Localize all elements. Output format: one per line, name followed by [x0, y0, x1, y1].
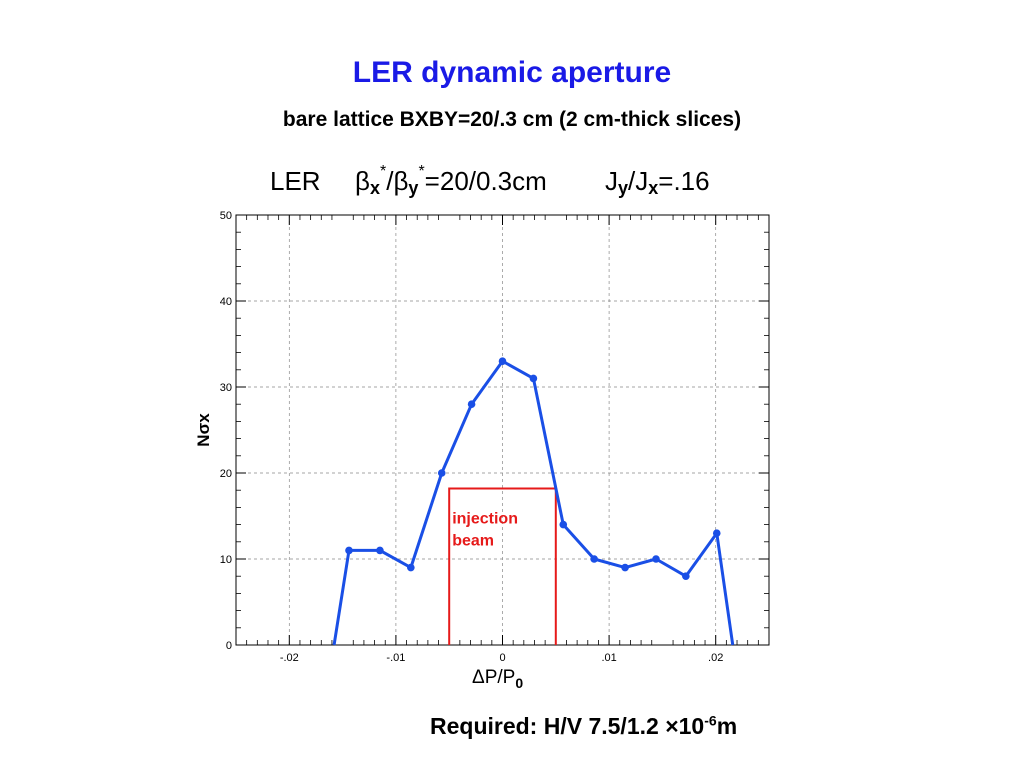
y-tick-label: 40 [220, 296, 232, 308]
x-axis-label: ΔP/P0 [472, 667, 523, 691]
x-tick-label: .01 [601, 652, 616, 664]
x-tick-label: .02 [708, 652, 723, 664]
data-point [407, 563, 415, 572]
injection-beam-label: beam [452, 532, 494, 549]
axis-ticks: 0 10 20 30 40 50 -.02 -.01 0 .01 .02 [220, 210, 769, 664]
y-tick-label: 50 [220, 210, 232, 222]
data-point [529, 374, 538, 383]
chart-title: LER βx*/βy*=20/0.3cm Jy/Jx=.16 [270, 163, 710, 198]
data-point [559, 520, 568, 529]
times-symbol: × [665, 713, 679, 739]
data-point [682, 572, 690, 580]
injection-beam-label: injection [452, 510, 518, 527]
required-aperture-note: Required: H/V 7.5/1.2 ×10-6m [430, 713, 737, 740]
injection-beam-annotation: injection beam [448, 487, 557, 645]
injection-beam-box [448, 487, 557, 645]
slide-subtitle: bare lattice BXBY=20/.3 cm (2 cm-thick s… [282, 108, 742, 131]
data-point [652, 555, 660, 563]
x-tick-label: -.01 [386, 652, 405, 664]
data-point [621, 563, 629, 572]
data-point [590, 555, 598, 563]
series-line [332, 359, 735, 646]
y-tick-label: 20 [220, 468, 232, 480]
y-tick-label: 10 [220, 554, 232, 566]
y-tick-label: 0 [226, 640, 232, 652]
data-point [376, 546, 384, 555]
y-tick-label: 30 [220, 382, 232, 394]
data-point [498, 357, 507, 366]
series-layer [332, 357, 735, 646]
y-axis-label: Nσx [194, 413, 213, 447]
data-point [437, 469, 446, 477]
grid-lines [236, 215, 769, 645]
x-tick-label: 0 [499, 652, 505, 664]
required-exponent: -6 [704, 712, 717, 729]
required-mantissa: 10 [678, 713, 705, 739]
aperture-chart: LER βx*/βy*=20/0.3cm Jy/Jx=.16 0 10 20 30 40… [194, 163, 770, 691]
data-point [345, 546, 353, 555]
data-point [467, 400, 476, 409]
required-unit: m [716, 713, 738, 739]
plot-frame [235, 214, 770, 646]
required-prefix: Required: H/V 7.5/1.2 [430, 713, 666, 739]
x-tick-label: -.02 [280, 652, 299, 664]
data-point [712, 529, 721, 537]
slide-title: LER dynamic aperture [352, 56, 672, 89]
